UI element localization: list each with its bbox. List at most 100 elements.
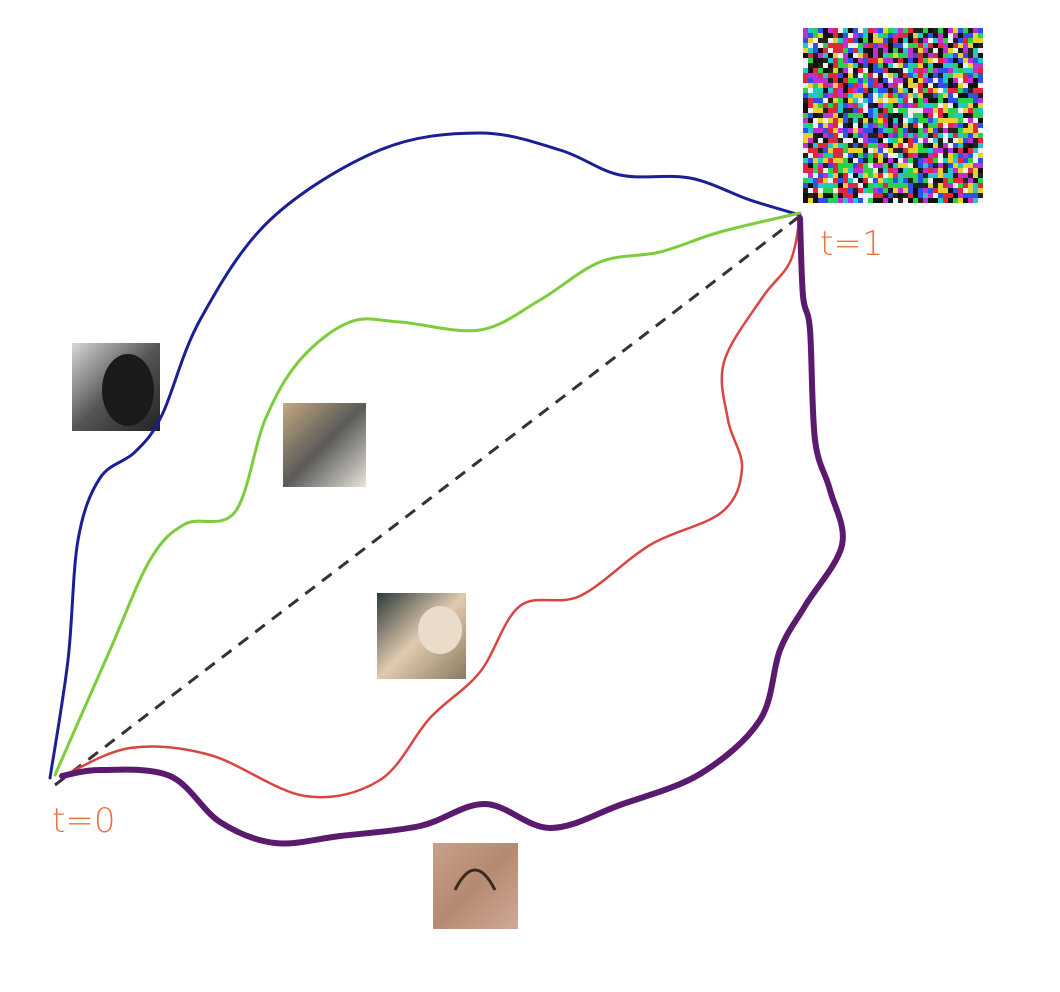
noise-pixel bbox=[943, 158, 948, 163]
end-label: t=1 bbox=[820, 224, 883, 264]
noise-pixel bbox=[813, 183, 818, 188]
noise-pixel bbox=[883, 158, 888, 163]
noise-pixel bbox=[863, 93, 868, 98]
noise-pixel bbox=[943, 113, 948, 118]
noise-pixel bbox=[818, 153, 823, 158]
noise-pixel bbox=[833, 188, 838, 193]
noise-pixel bbox=[813, 163, 818, 168]
noise-pixel bbox=[943, 38, 948, 43]
noise-pixel bbox=[968, 53, 973, 58]
noise-pixel bbox=[883, 133, 888, 138]
noise-pixel bbox=[843, 33, 848, 38]
noise-pixel bbox=[858, 53, 863, 58]
noise-pixel bbox=[893, 198, 898, 203]
noise-pixel bbox=[813, 63, 818, 68]
noise-pixel bbox=[858, 178, 863, 183]
noise-pixel bbox=[893, 78, 898, 83]
noise-pixel bbox=[948, 168, 953, 173]
noise-pixel bbox=[813, 123, 818, 128]
noise-pixel bbox=[903, 33, 908, 38]
noise-pixel bbox=[823, 178, 828, 183]
noise-pixel bbox=[968, 188, 973, 193]
noise-pixel bbox=[968, 118, 973, 123]
noise-pixel bbox=[913, 33, 918, 38]
noise-pixel bbox=[923, 118, 928, 123]
noise-pixel bbox=[908, 43, 913, 48]
noise-pixel bbox=[963, 103, 968, 108]
noise-pixel bbox=[823, 38, 828, 43]
noise-pixel bbox=[913, 68, 918, 73]
noise-pixel bbox=[913, 198, 918, 203]
noise-pixel bbox=[823, 118, 828, 123]
noise-pixel bbox=[908, 188, 913, 193]
noise-pixel bbox=[918, 93, 923, 98]
noise-pixel bbox=[853, 103, 858, 108]
noise-pixel bbox=[888, 173, 893, 178]
noise-pixel bbox=[818, 173, 823, 178]
noise-pixel bbox=[908, 158, 913, 163]
noise-pixel bbox=[883, 68, 888, 73]
noise-pixel bbox=[858, 123, 863, 128]
noise-pixel bbox=[873, 28, 878, 33]
noise-pixel bbox=[843, 178, 848, 183]
noise-pixel bbox=[978, 68, 983, 73]
noise-pixel bbox=[928, 58, 933, 63]
noise-pixel bbox=[883, 113, 888, 118]
noise-pixel bbox=[868, 88, 873, 93]
noise-pixel bbox=[923, 113, 928, 118]
noise-pixel bbox=[823, 138, 828, 143]
noise-pixel bbox=[863, 43, 868, 48]
noise-pixel bbox=[813, 93, 818, 98]
noise-pixel bbox=[973, 53, 978, 58]
noise-pixel bbox=[913, 108, 918, 113]
noise-pixel bbox=[808, 43, 813, 48]
noise-pixel bbox=[863, 53, 868, 58]
noise-pixel bbox=[938, 168, 943, 173]
noise-pixel bbox=[873, 108, 878, 113]
noise-pixel bbox=[873, 123, 878, 128]
noise-pixel bbox=[973, 198, 978, 203]
noise-pixel bbox=[973, 28, 978, 33]
noise-pixel bbox=[818, 148, 823, 153]
noise-pixel bbox=[938, 178, 943, 183]
noise-pixel bbox=[868, 58, 873, 63]
noise-pixel bbox=[948, 153, 953, 158]
noise-pixel bbox=[818, 143, 823, 148]
noise-pixel bbox=[883, 183, 888, 188]
noise-pixel bbox=[803, 53, 808, 58]
noise-pixel bbox=[958, 83, 963, 88]
noise-pixel bbox=[828, 173, 833, 178]
noise-pixel bbox=[883, 143, 888, 148]
noise-pixel bbox=[923, 93, 928, 98]
noise-pixel bbox=[938, 43, 943, 48]
noise-pixel bbox=[808, 163, 813, 168]
noise-pixel bbox=[853, 188, 858, 193]
noise-pixel bbox=[948, 133, 953, 138]
noise-pixel bbox=[963, 128, 968, 133]
noise-pixel bbox=[893, 43, 898, 48]
noise-pixel bbox=[883, 103, 888, 108]
noise-pixel bbox=[828, 98, 833, 103]
noise-pixel bbox=[903, 28, 908, 33]
noise-pixel bbox=[868, 93, 873, 98]
noise-pixel bbox=[883, 38, 888, 43]
noise-pixel bbox=[918, 113, 923, 118]
noise-pixel bbox=[943, 128, 948, 133]
noise-pixel bbox=[958, 73, 963, 78]
noise-pixel bbox=[878, 33, 883, 38]
noise-pixel bbox=[818, 108, 823, 113]
noise-pixel bbox=[823, 78, 828, 83]
noise-pixel bbox=[958, 143, 963, 148]
noise-pixel bbox=[838, 193, 843, 198]
noise-pixel bbox=[968, 173, 973, 178]
noise-pixel bbox=[833, 108, 838, 113]
noise-pixel bbox=[858, 43, 863, 48]
noise-pixel bbox=[933, 188, 938, 193]
noise-pixel bbox=[853, 163, 858, 168]
noise-pixel bbox=[873, 58, 878, 63]
noise-pixel bbox=[863, 103, 868, 108]
noise-pixel bbox=[813, 53, 818, 58]
noise-pixel bbox=[803, 148, 808, 153]
noise-pixel bbox=[963, 163, 968, 168]
noise-pixel bbox=[898, 118, 903, 123]
